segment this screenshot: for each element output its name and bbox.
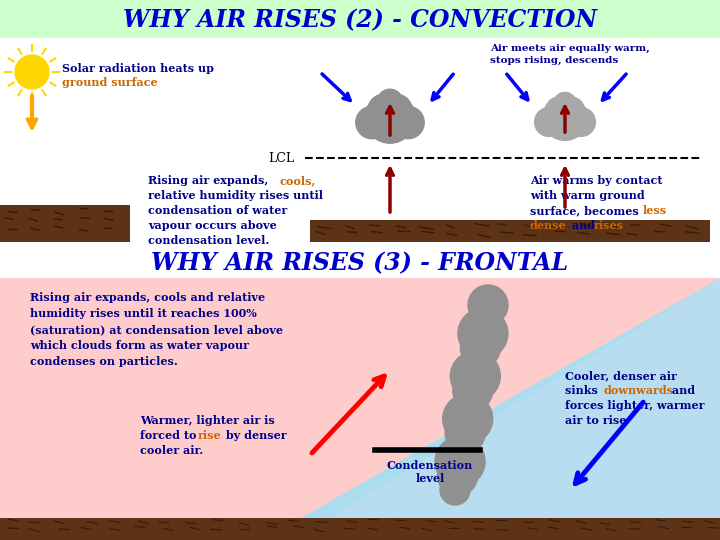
FancyBboxPatch shape — [0, 248, 720, 278]
Text: WHY AIR RISES (3) - FRONTAL: WHY AIR RISES (3) - FRONTAL — [151, 251, 569, 275]
Text: Rising air expands,: Rising air expands, — [148, 175, 272, 186]
Text: Solar radiation heats up: Solar radiation heats up — [62, 63, 214, 73]
Text: air to rise: air to rise — [565, 415, 626, 426]
Circle shape — [460, 328, 500, 368]
Circle shape — [470, 304, 500, 334]
Text: relative humidity rises until: relative humidity rises until — [148, 190, 323, 201]
Circle shape — [543, 96, 588, 140]
Polygon shape — [310, 278, 720, 530]
FancyBboxPatch shape — [0, 278, 720, 530]
Text: sinks: sinks — [565, 385, 602, 396]
Circle shape — [450, 351, 500, 401]
Circle shape — [392, 106, 424, 139]
Circle shape — [383, 94, 412, 124]
Circle shape — [438, 456, 477, 496]
Text: by denser: by denser — [222, 430, 287, 441]
Text: with warm ground: with warm ground — [530, 190, 644, 201]
Circle shape — [453, 370, 492, 410]
Text: dense: dense — [530, 220, 567, 231]
Text: Air warms by contact: Air warms by contact — [530, 175, 662, 186]
Text: vapour occurs above: vapour occurs above — [148, 220, 276, 231]
Text: and: and — [568, 220, 599, 231]
Circle shape — [554, 92, 576, 115]
Circle shape — [567, 107, 595, 137]
Text: Condensation: Condensation — [387, 460, 473, 471]
FancyBboxPatch shape — [0, 205, 130, 242]
Text: and: and — [668, 385, 695, 396]
Circle shape — [369, 94, 397, 124]
Text: WHY AIR RISES (2) - CONVECTION: WHY AIR RISES (2) - CONVECTION — [123, 8, 597, 32]
Text: forces lighter, warmer: forces lighter, warmer — [565, 400, 704, 411]
Text: less: less — [643, 205, 667, 216]
Circle shape — [559, 97, 584, 123]
Text: stops rising, descends: stops rising, descends — [490, 56, 618, 64]
FancyBboxPatch shape — [310, 220, 710, 242]
Text: (saturation) at condensation level above: (saturation) at condensation level above — [30, 324, 283, 335]
Text: condensation of water: condensation of water — [148, 205, 287, 216]
Text: ground surface: ground surface — [62, 77, 158, 87]
Circle shape — [534, 107, 564, 137]
Text: Cooler, denser air: Cooler, denser air — [565, 370, 677, 381]
Circle shape — [463, 347, 493, 377]
Text: cooler air.: cooler air. — [140, 445, 203, 456]
FancyBboxPatch shape — [0, 38, 720, 268]
Text: rise: rise — [198, 430, 222, 441]
Circle shape — [546, 97, 572, 123]
Circle shape — [15, 55, 49, 89]
Circle shape — [440, 475, 470, 505]
Text: level: level — [415, 473, 445, 484]
Text: surface, becomes: surface, becomes — [530, 205, 643, 216]
Circle shape — [356, 106, 388, 139]
Text: Warmer, lighter air is: Warmer, lighter air is — [140, 415, 275, 426]
Circle shape — [458, 308, 508, 359]
Circle shape — [377, 89, 402, 114]
Circle shape — [365, 93, 415, 143]
Circle shape — [448, 433, 477, 462]
Circle shape — [443, 394, 492, 444]
Circle shape — [445, 413, 485, 453]
Circle shape — [435, 436, 485, 487]
Text: which clouds form as water vapour: which clouds form as water vapour — [30, 340, 249, 351]
Text: humidity rises until it reaches 100%: humidity rises until it reaches 100% — [30, 308, 257, 319]
Text: Air meets air equally warm,: Air meets air equally warm, — [490, 44, 649, 52]
Text: Rising air expands, cools and relative: Rising air expands, cools and relative — [30, 292, 265, 303]
Text: condenses on particles.: condenses on particles. — [30, 356, 178, 367]
FancyBboxPatch shape — [0, 0, 720, 38]
FancyBboxPatch shape — [0, 518, 720, 540]
Text: condensation level.: condensation level. — [148, 235, 269, 246]
Text: rises: rises — [594, 220, 624, 231]
Text: cools,: cools, — [279, 175, 315, 186]
Text: forced to: forced to — [140, 430, 200, 441]
Circle shape — [455, 390, 485, 420]
Polygon shape — [280, 278, 720, 530]
Circle shape — [468, 285, 508, 325]
Text: downwards: downwards — [603, 385, 673, 396]
Text: LCL: LCL — [268, 152, 294, 165]
